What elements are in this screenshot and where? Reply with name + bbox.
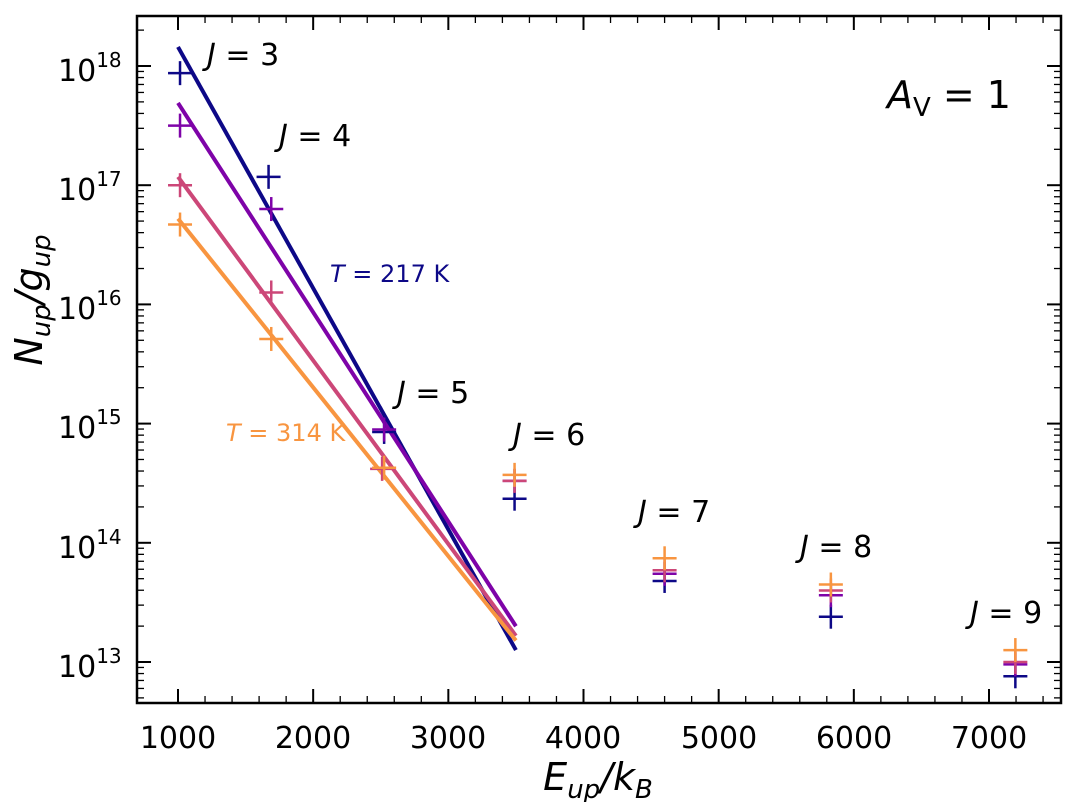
y-tick-label: 1013 <box>58 644 122 685</box>
fit-line-navy <box>176 45 518 652</box>
j-label-9: J = 9 <box>965 596 1042 631</box>
fit-lines <box>176 45 518 652</box>
y-tick-label: 1018 <box>58 48 122 89</box>
y-tick-label: 1014 <box>58 525 122 566</box>
data-point-orange <box>818 572 843 597</box>
data-point-navy <box>818 604 843 629</box>
x-tick-label: 3000 <box>410 721 486 756</box>
data-point-purple <box>259 197 284 222</box>
fit-line-purple <box>176 101 518 628</box>
data-markers <box>168 61 1028 689</box>
j-label-4: J = 4 <box>274 119 351 154</box>
data-point-orange <box>372 455 397 480</box>
x-tick-label: 6000 <box>816 721 892 756</box>
data-point-orange <box>502 462 527 487</box>
x-tick-labels: 1000 2000 3000 4000 5000 6000 7000 <box>140 721 1027 756</box>
data-point-purple <box>168 113 193 138</box>
data-point-orange <box>168 212 193 237</box>
x-tick-label: 2000 <box>275 721 351 756</box>
fit-line-orange <box>176 217 518 642</box>
y-tick-label: 1015 <box>58 405 122 446</box>
data-point-pink <box>259 280 284 305</box>
j-label-5: J = 5 <box>392 376 469 411</box>
data-point-purple <box>372 417 397 442</box>
data-point-navy <box>256 164 281 189</box>
y-axis-title: Nup/gup <box>7 234 57 365</box>
data-point-pink <box>168 173 193 198</box>
data-point-navy <box>168 61 193 86</box>
temperature-label-navy: T = 217 K <box>330 260 450 288</box>
y-tick-label: 1017 <box>58 167 122 208</box>
j-label-3: J = 3 <box>202 38 279 73</box>
data-point-orange <box>259 326 284 351</box>
fit-line-pink <box>176 175 518 637</box>
axis-ticks <box>137 16 1061 703</box>
x-axis-title: Eup/kB <box>543 755 653 802</box>
x-tick-label: 4000 <box>545 721 621 756</box>
j-label-6: J = 6 <box>508 418 585 453</box>
j-label-7: J = 7 <box>633 495 710 530</box>
data-point-orange <box>652 546 677 571</box>
y-tick-label: 1016 <box>58 286 122 327</box>
j-label-8: J = 8 <box>795 530 872 565</box>
extinction-label: AV = 1 <box>884 73 1011 123</box>
x-tick-label: 1000 <box>140 721 216 756</box>
plot-frame <box>135 14 1063 705</box>
data-point-orange <box>1003 638 1028 663</box>
x-tick-label: 7000 <box>951 721 1027 756</box>
y-tick-labels: 1013 1014 1015 1016 1017 1018 <box>58 48 122 685</box>
temperature-label-orange: T = 314 K <box>226 419 346 447</box>
x-tick-label: 5000 <box>681 721 757 756</box>
